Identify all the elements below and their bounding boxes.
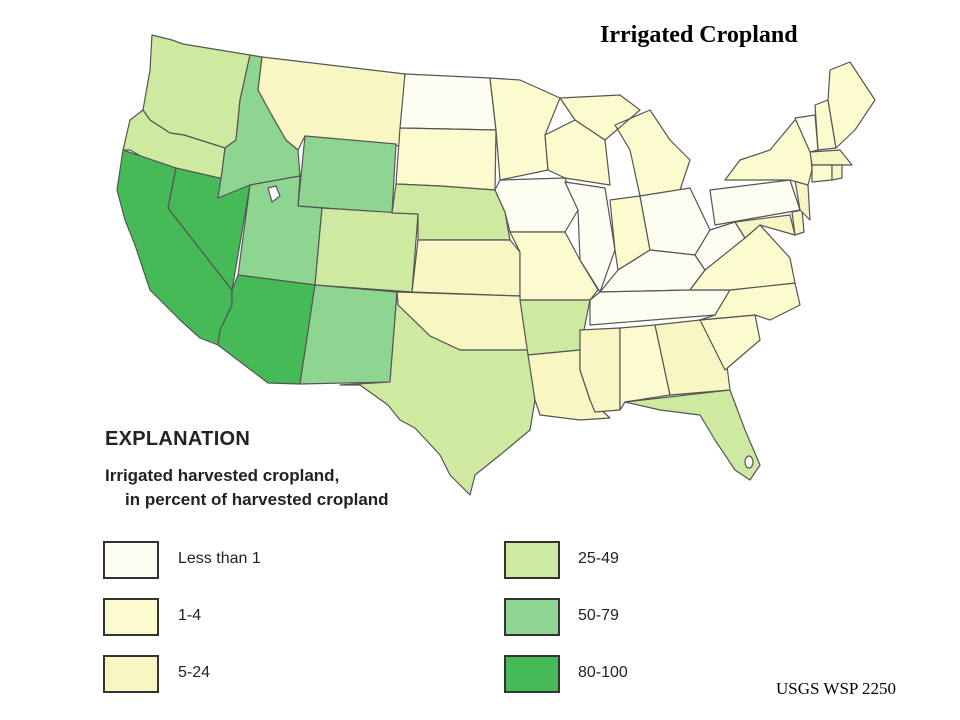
map-title: Irrigated Cropland: [600, 22, 798, 48]
state-arizona: [217, 274, 316, 385]
state-maine: [827, 61, 876, 149]
state-wyoming: [297, 135, 397, 214]
explanation-heading: EXPLANATION: [105, 428, 251, 450]
explanation-subtitle-line2: in percent of harvested cropland: [125, 490, 389, 509]
state-texas: [339, 291, 536, 496]
legend-swatch-50-79: [504, 598, 560, 636]
legend-swatch-less-than-1: [103, 541, 159, 579]
state-south-dakota: [395, 127, 497, 191]
legend-swatch-25-49: [504, 541, 560, 579]
legend-swatch-1-4: [103, 598, 159, 636]
state-michigan: [559, 94, 691, 197]
legend-label-less-than-1: Less than 1: [178, 550, 261, 567]
legend-swatch-5-24: [103, 655, 159, 693]
legend-swatch-80-100: [504, 655, 560, 693]
source-citation: USGS WSP 2250: [776, 679, 896, 698]
state-colorado: [314, 207, 419, 293]
state-connecticut: [811, 164, 833, 183]
state-maryland: [734, 214, 796, 239]
state-massachusetts: [809, 149, 853, 166]
legend-label-50-79: 50-79: [578, 607, 619, 624]
state-delaware: [791, 209, 805, 236]
explanation-subtitle-line1: Irrigated harvested cropland,: [105, 466, 340, 485]
state-kansas: [411, 239, 521, 297]
legend-label-5-24: 5-24: [178, 664, 211, 681]
great-salt-lake: [267, 185, 281, 203]
state-alabama: [619, 324, 671, 411]
state-ohio: [639, 187, 711, 256]
state-rhode-island: [831, 164, 843, 181]
state-iowa: [494, 177, 579, 233]
lake-okeechobee: [744, 455, 754, 469]
legend-label-80-100: 80-100: [578, 664, 628, 681]
state-missouri: [509, 231, 599, 301]
state-north-dakota: [399, 73, 497, 131]
state-new-mexico: [299, 284, 398, 385]
legend-label-1-4: 1-4: [178, 607, 202, 624]
legend-label-25-49: 25-49: [578, 550, 619, 567]
state-florida: [624, 389, 761, 481]
